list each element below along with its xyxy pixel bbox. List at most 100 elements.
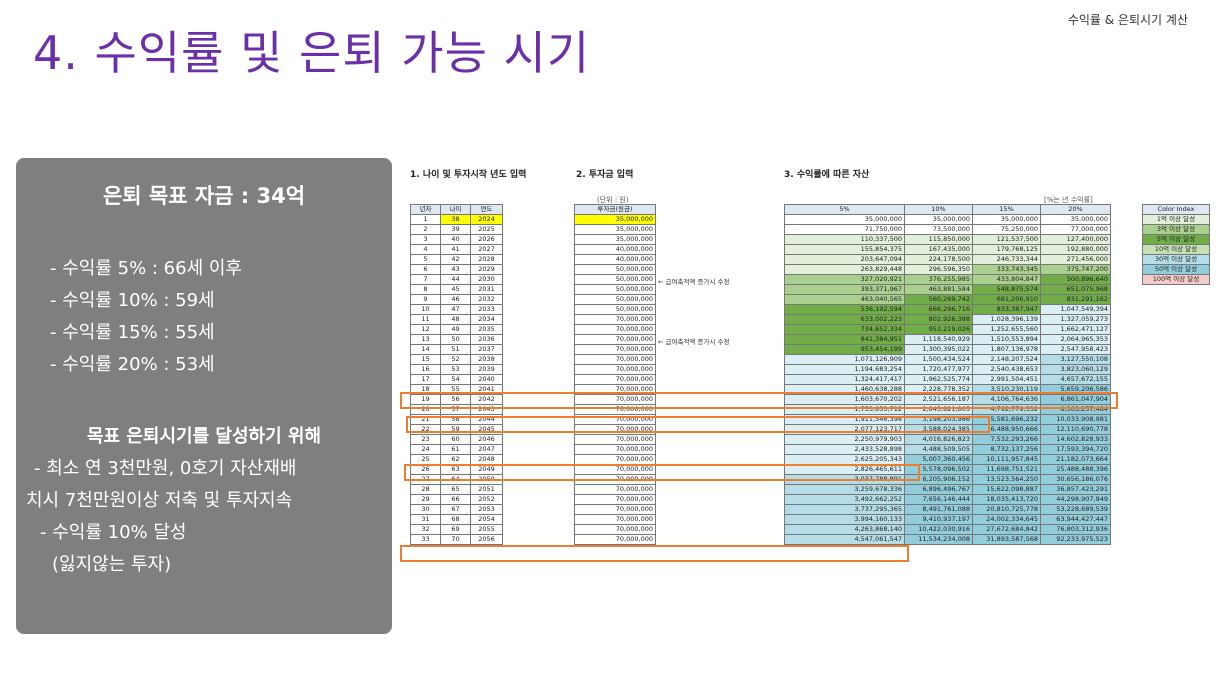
asset-cell-rate-10: 953,219,026 bbox=[904, 324, 973, 335]
col-header-age: 나이 bbox=[440, 204, 471, 215]
col-header-year-index: 년차 bbox=[410, 204, 441, 215]
age-cell: 67 bbox=[440, 504, 471, 515]
year-index-cell: 23 bbox=[410, 434, 441, 445]
year-index-cell: 4 bbox=[410, 244, 441, 255]
year-index-cell: 25 bbox=[410, 454, 441, 465]
asset-cell-rate-15: 2,540,438,653 bbox=[972, 364, 1041, 375]
year-cell: 2032 bbox=[470, 294, 503, 305]
asset-cell-rate-20: 127,400,000 bbox=[1040, 234, 1111, 245]
asset-cell-rate-5: 393,371,967 bbox=[784, 284, 905, 295]
year-index-cell: 12 bbox=[410, 324, 441, 335]
goal-line-3: - 수익률 10% 달성 bbox=[40, 522, 187, 543]
investment-row: 70,000,000 bbox=[574, 454, 656, 465]
asset-cell-rate-20: 3,823,060,129 bbox=[1040, 364, 1111, 375]
age-cell: 50 bbox=[440, 334, 471, 345]
asset-cell-rate-10: 5,007,360,456 bbox=[904, 454, 973, 465]
age-row: 28 65 2051 bbox=[410, 484, 503, 495]
age-row: 10 47 2033 bbox=[410, 304, 503, 315]
asset-cell-rate-5: 463,040,565 bbox=[784, 294, 905, 305]
year-cell: 2029 bbox=[470, 264, 503, 275]
age-row: 2 39 2025 bbox=[410, 224, 503, 235]
investment-cell: 50,000,000 bbox=[574, 304, 656, 315]
investment-row: 40,000,000 bbox=[574, 244, 656, 255]
year-index-cell: 14 bbox=[410, 344, 441, 355]
investment-cell: 70,000,000 bbox=[574, 504, 656, 515]
asset-cell-rate-15: 18,035,413,720 bbox=[972, 494, 1041, 505]
asset-cell-rate-15: 2,991,504,451 bbox=[972, 374, 1041, 385]
age-cell: 68 bbox=[440, 514, 471, 525]
asset-cell-rate-5: 3,492,662,252 bbox=[784, 494, 905, 505]
asset-row: 35,000,000 35,000,000 35,000,000 35,000,000 bbox=[784, 214, 1111, 225]
year-index-cell: 5 bbox=[410, 254, 441, 265]
asset-row: 2,077,123,717 3,588,024,385 6,488,950,666 1… bbox=[784, 424, 1111, 435]
investment-row: 70,000,000 bbox=[574, 314, 656, 325]
year-cell: 2033 bbox=[470, 304, 503, 315]
asset-table: 5% 10% 15% 20% 35,000,000 35,000,000 35,000,0… bbox=[784, 204, 1111, 545]
asset-cell-rate-15: 24,002,334,645 bbox=[972, 514, 1041, 525]
asset-cell-rate-10: 10,422,030,916 bbox=[904, 524, 973, 535]
asset-cell-rate-10: 560,269,742 bbox=[904, 294, 973, 305]
asset-cell-rate-5: 841,384,951 bbox=[784, 334, 905, 345]
investment-cell: 70,000,000 bbox=[574, 514, 656, 525]
year-cell: 2028 bbox=[470, 254, 503, 265]
year-cell: 2036 bbox=[470, 334, 503, 345]
asset-cell-rate-20: 831,291,162 bbox=[1040, 294, 1111, 305]
legend-item: 30억 이상 달성 bbox=[1142, 254, 1210, 265]
year-index-cell: 10 bbox=[410, 304, 441, 315]
asset-row: 327,020,921 376,255,985 433,804,847 500,896… bbox=[784, 274, 1111, 285]
asset-cell-rate-15: 1,252,655,560 bbox=[972, 324, 1041, 335]
asset-cell-rate-10: 73,500,000 bbox=[904, 224, 973, 235]
legend-row: 100억 이상 달성 bbox=[1142, 274, 1210, 285]
asset-cell-rate-15: 833,387,947 bbox=[972, 304, 1041, 315]
asset-cell-rate-5: 4,547,061,547 bbox=[784, 534, 905, 545]
age-cell: 45 bbox=[440, 284, 471, 295]
year-cell: 2037 bbox=[470, 344, 503, 355]
year-cell: 2053 bbox=[470, 504, 503, 515]
year-cell: 2052 bbox=[470, 494, 503, 505]
asset-row: 263,829,448 296,596,350 333,743,345 375,747… bbox=[784, 264, 1111, 275]
asset-cell-rate-5: 327,020,921 bbox=[784, 274, 905, 285]
col-header-investment: 투자금(원금) bbox=[574, 204, 656, 215]
age-row: 7 44 2030 bbox=[410, 274, 503, 285]
asset-cell-rate-20: 92,233,975,523 bbox=[1040, 534, 1111, 545]
age-row: 14 51 2037 bbox=[410, 344, 503, 355]
age-cell: 70 bbox=[440, 534, 471, 545]
asset-cell-rate-20: 44,298,907,949 bbox=[1040, 494, 1111, 505]
year-index-cell: 3 bbox=[410, 234, 441, 245]
asset-cell-rate-5: 2,625,205,343 bbox=[784, 454, 905, 465]
asset-cell-rate-15: 179,768,125 bbox=[972, 244, 1041, 255]
panel-title: 은퇴 목표 자금 : 34억 bbox=[102, 184, 306, 208]
investment-row: 50,000,000 bbox=[574, 304, 656, 315]
rate-note: [%는 년 수익률] bbox=[1044, 196, 1093, 204]
investment-cell: 70,000,000 bbox=[574, 324, 656, 335]
page-title: 4. 수익률 및 은퇴 가능 시기 bbox=[33, 26, 591, 80]
investment-row: 35,000,000 bbox=[574, 234, 656, 245]
investment-cell: 40,000,000 bbox=[574, 254, 656, 265]
asset-row: 2,625,205,343 5,007,360,456 10,111,957,845… bbox=[784, 454, 1111, 465]
asset-cell-rate-15: 15,622,098,887 bbox=[972, 484, 1041, 495]
asset-cell-rate-10: 1,300,395,022 bbox=[904, 344, 973, 355]
age-row: 8 45 2031 bbox=[410, 284, 503, 295]
asset-cell-rate-5: 2,433,528,898 bbox=[784, 444, 905, 455]
asset-cell-rate-15: 20,810,725,778 bbox=[972, 504, 1041, 515]
legend-row: 10억 이상 달성 bbox=[1142, 244, 1210, 255]
asset-cell-rate-5: 2,250,979,903 bbox=[784, 434, 905, 445]
asset-cell-rate-5: 633,002,223 bbox=[784, 314, 905, 325]
investment-cell: 70,000,000 bbox=[574, 494, 656, 505]
year-cell: 2046 bbox=[470, 434, 503, 445]
asset-cell-rate-10: 224,178,500 bbox=[904, 254, 973, 265]
asset-cell-rate-5: 35,000,000 bbox=[784, 214, 905, 225]
legend-item: 1억 이상 달성 bbox=[1142, 214, 1210, 225]
asset-cell-rate-20: 2,064,965,353 bbox=[1040, 334, 1111, 345]
investment-cell: 70,000,000 bbox=[574, 354, 656, 365]
investment-row: 70,000,000 bbox=[574, 524, 656, 535]
asset-cell-rate-10: 7,656,146,444 bbox=[904, 494, 973, 505]
year-index-cell: 9 bbox=[410, 294, 441, 305]
asset-cell-rate-5: 953,454,199 bbox=[784, 344, 905, 355]
year-cell: 2025 bbox=[470, 224, 503, 235]
asset-row: 953,454,199 1,300,395,022 1,807,136,978 2,5… bbox=[784, 344, 1111, 355]
year-index-cell: 17 bbox=[410, 374, 441, 385]
asset-cell-rate-15: 1,028,396,139 bbox=[972, 314, 1041, 325]
legend-item: 3억 이상 달성 bbox=[1142, 224, 1210, 235]
asset-cell-rate-15: 75,250,000 bbox=[972, 224, 1041, 235]
